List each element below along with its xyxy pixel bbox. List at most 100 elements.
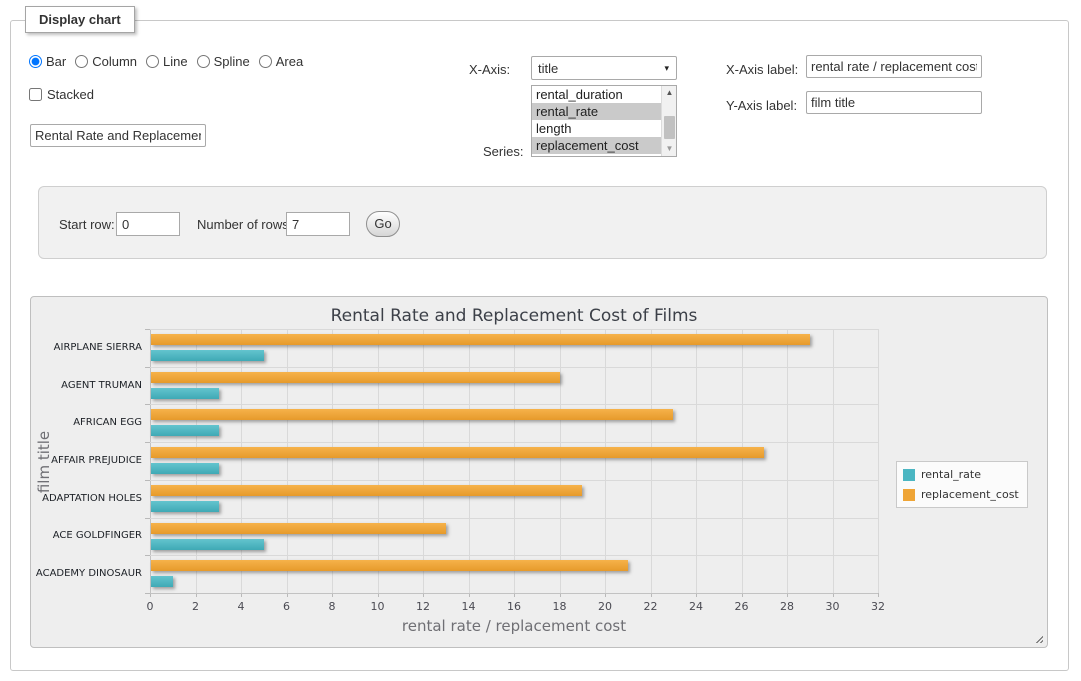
y-axis-label-caption: Y-Axis label: [726, 98, 797, 113]
legend-label: replacement_cost [921, 488, 1019, 501]
chart-type-radio-line[interactable] [146, 55, 159, 68]
gridline-vertical [605, 329, 606, 593]
scroll-down-icon[interactable]: ▼ [662, 142, 677, 156]
bar-rental_rate[interactable] [151, 576, 173, 587]
bar-rental_rate[interactable] [151, 463, 219, 474]
category-label: AIRPLANE SIERRA [31, 342, 142, 353]
gridline-vertical [787, 329, 788, 593]
chart-type-line[interactable]: Line [146, 54, 188, 69]
chart-type-column[interactable]: Column [75, 54, 137, 69]
x-tick-label: 28 [780, 600, 794, 613]
scrollbar-thumb[interactable] [664, 116, 675, 139]
legend-swatch-icon [903, 469, 915, 481]
row-controls-panel: Start row: Number of rows: Go [38, 186, 1047, 259]
x-axis-title: rental rate / replacement cost [150, 617, 878, 635]
x-tick-label: 22 [644, 600, 658, 613]
x-axis-label-input[interactable] [806, 55, 982, 78]
chart-type-radio-spline[interactable] [197, 55, 210, 68]
go-button[interactable]: Go [366, 211, 400, 237]
gridline-vertical [560, 329, 561, 593]
legend-item-rental_rate[interactable]: rental_rate [903, 468, 1019, 481]
chart-type-label: Spline [214, 54, 250, 69]
gridline-horizontal [150, 555, 878, 556]
chart-type-radio-bar[interactable] [29, 55, 42, 68]
gridline-vertical [651, 329, 652, 593]
chart-title-input[interactable] [30, 124, 206, 147]
x-tick-label: 20 [598, 600, 612, 613]
x-axis-label-caption: X-Axis label: [726, 62, 798, 77]
series-option-rental_rate[interactable]: rental_rate [532, 103, 676, 120]
chevron-down-icon: ▾ [664, 64, 669, 73]
chart-type-label: Column [92, 54, 137, 69]
resize-handle-icon[interactable] [1033, 633, 1043, 643]
gridline-vertical [878, 329, 879, 593]
bar-rental_rate[interactable] [151, 539, 264, 550]
y-axis-tick [145, 593, 150, 594]
bar-rental_rate[interactable] [151, 350, 264, 361]
x-tick-label: 26 [735, 600, 749, 613]
category-label: ACE GOLDFINGER [31, 530, 142, 541]
gridline-horizontal [150, 518, 878, 519]
y-axis-tick [145, 329, 150, 330]
series-listbox[interactable]: rental_durationrental_ratelengthreplacem… [531, 85, 677, 157]
gridline-vertical [833, 329, 834, 593]
gridline-vertical [241, 329, 242, 593]
chart-type-spline[interactable]: Spline [197, 54, 250, 69]
bar-replacement_cost[interactable] [151, 485, 582, 496]
gridline-vertical [378, 329, 379, 593]
bar-rental_rate[interactable] [151, 425, 219, 436]
x-tick-label: 4 [238, 600, 245, 613]
y-axis-tick [145, 367, 150, 368]
bar-replacement_cost[interactable] [151, 409, 673, 420]
scroll-up-icon[interactable]: ▲ [662, 86, 677, 100]
bar-replacement_cost[interactable] [151, 372, 560, 383]
bar-replacement_cost[interactable] [151, 560, 628, 571]
gridline-vertical [514, 329, 515, 593]
x-tick-label: 16 [507, 600, 521, 613]
y-axis-tick [145, 404, 150, 405]
y-axis-tick [145, 442, 150, 443]
gridline-horizontal [150, 442, 878, 443]
series-options: rental_durationrental_ratelengthreplacem… [532, 86, 676, 154]
gridline-horizontal [150, 480, 878, 481]
chart-type-label: Bar [46, 54, 66, 69]
legend-item-replacement_cost[interactable]: replacement_cost [903, 488, 1019, 501]
x-tick-label: 2 [192, 600, 199, 613]
category-label: AFFAIR PREJUDICE [31, 455, 142, 466]
gridline-vertical [287, 329, 288, 593]
series-option-rental_duration[interactable]: rental_duration [532, 86, 676, 103]
y-axis-label-input[interactable] [806, 91, 982, 114]
chart-type-area[interactable]: Area [259, 54, 303, 69]
legend-label: rental_rate [921, 468, 981, 481]
gridline-vertical [696, 329, 697, 593]
chart-type-label: Area [276, 54, 303, 69]
y-axis-tick [145, 555, 150, 556]
chart-type-bar[interactable]: Bar [29, 54, 66, 69]
x-axis-select[interactable]: title ▾ [531, 56, 677, 80]
stacked-checkbox[interactable] [29, 88, 42, 101]
series-scrollbar[interactable]: ▲ ▼ [661, 86, 676, 156]
bar-replacement_cost[interactable] [151, 447, 764, 458]
x-axis-line [150, 593, 878, 594]
series-option-replacement_cost[interactable]: replacement_cost [532, 137, 676, 154]
legend-swatch-icon [903, 489, 915, 501]
chart-legend: rental_rate replacement_cost [896, 461, 1028, 508]
chart-type-label: Line [163, 54, 188, 69]
num-rows-input[interactable] [286, 212, 350, 236]
stacked-checkbox-row[interactable]: Stacked [29, 87, 94, 102]
x-tick-label: 8 [329, 600, 336, 613]
y-axis-line [150, 329, 151, 593]
chart-type-radio-area[interactable] [259, 55, 272, 68]
x-tick-label: 30 [826, 600, 840, 613]
gridline-vertical [469, 329, 470, 593]
x-tick-label: 18 [553, 600, 567, 613]
bar-rental_rate[interactable] [151, 388, 219, 399]
bar-replacement_cost[interactable] [151, 523, 446, 534]
start-row-input[interactable] [116, 212, 180, 236]
gridline-vertical [742, 329, 743, 593]
gridline-horizontal [150, 329, 878, 330]
bar-replacement_cost[interactable] [151, 334, 810, 345]
bar-rental_rate[interactable] [151, 501, 219, 512]
series-option-length[interactable]: length [532, 120, 676, 137]
chart-type-radio-column[interactable] [75, 55, 88, 68]
